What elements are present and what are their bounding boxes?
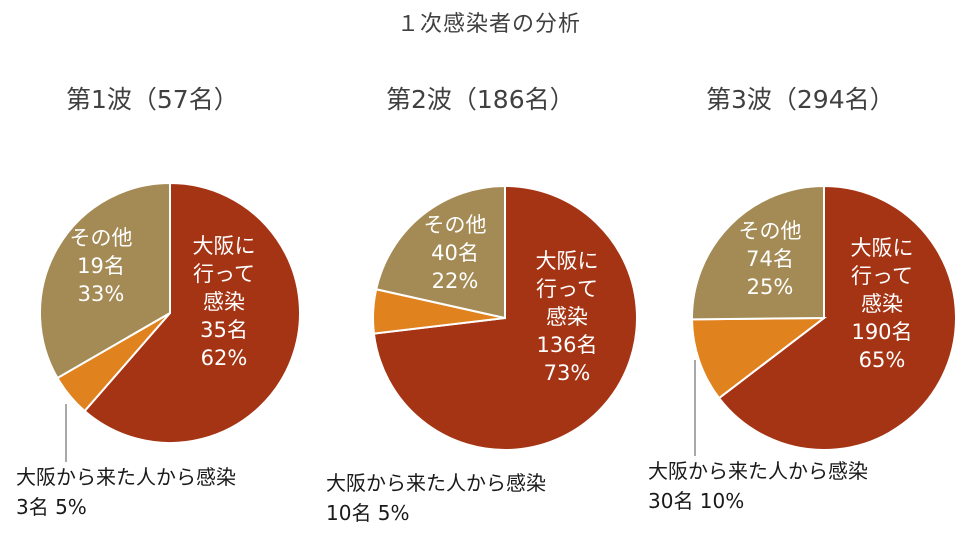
slice-label-line: 大阪に [851, 236, 914, 260]
slice-label-line: 行って [193, 262, 255, 286]
slice-label-line: 74名 [746, 247, 794, 271]
ext-label-wave-1: 大阪から来た人から感染 3名 5% [16, 462, 236, 522]
slice-label-other: その他 19名 33% [70, 226, 133, 306]
ext-label-value: 10名 5% [326, 501, 410, 525]
slice-label-line: 感染 [861, 292, 903, 316]
slice-label-line: 65% [859, 348, 906, 372]
slice-label-line: 25% [747, 275, 794, 299]
ext-label-category: 大阪から来た人から感染 [16, 465, 236, 489]
page-title: １次感染者の分析 [396, 12, 581, 37]
slice-label-line: 22% [432, 269, 479, 293]
ext-label-category: 大阪から来た人から感染 [648, 459, 868, 483]
ext-label-category: 大阪から来た人から感染 [326, 471, 546, 495]
slice-label-line: 19名 [77, 254, 125, 278]
ext-label-wave-2: 大阪から来た人から感染 10名 5% [326, 468, 546, 528]
slice-label-other: その他 40名 22% [424, 213, 487, 293]
slice-label-line: 73% [544, 361, 591, 385]
slice-other [691, 184, 825, 321]
slice-osaka-infected [83, 181, 301, 444]
slice-label-osaka-infected: 大阪に行って感染 136名 73% [536, 249, 599, 385]
slice-other [374, 184, 506, 320]
slice-label-line: 大阪に [193, 234, 256, 258]
slice-label-line: 62% [201, 346, 248, 370]
chart-title-wave-3: 第3波（294名） [706, 85, 895, 114]
slice-osaka-infected [717, 184, 957, 451]
slice-label-line: 行って [851, 264, 913, 288]
slice-label-osaka-infected: 大阪に行って感染 35名 62% [193, 234, 256, 370]
slice-label-line: 行って [536, 277, 598, 301]
pie-chart-wave-3: 大阪に行って感染 190名 65% その他 74名 25% [690, 184, 957, 456]
ext-label-value: 30名 10% [648, 489, 745, 513]
slice-label-line: 40名 [431, 241, 479, 265]
slice-label-line: 35名 [200, 318, 248, 342]
slice-label-line: その他 [739, 219, 802, 243]
pie-chart-wave-2: 大阪に行って感染 136名 73% その他 40名 22% [372, 184, 638, 451]
slice-label-line: 190名 [851, 320, 912, 344]
slice-label-line: その他 [424, 213, 487, 237]
slice-label-osaka-infected: 大阪に行って感染 190名 65% [851, 236, 914, 372]
ext-label-value: 3名 5% [16, 495, 87, 519]
chart-title-wave-1: 第1波（57名） [66, 85, 239, 114]
slice-label-other: その他 74名 25% [739, 219, 802, 299]
slice-label-line: 大阪に [536, 249, 599, 273]
slice-label-line: 136名 [536, 333, 597, 357]
slice-label-line: 33% [78, 282, 125, 306]
slice-label-line: 感染 [546, 305, 588, 329]
slice-other [39, 181, 171, 380]
chart-title-wave-2: 第2波（186名） [386, 85, 575, 114]
slice-label-line: 感染 [203, 290, 245, 314]
pie-chart-wave-1: 大阪に行って感染 35名 62% その他 19名 33% [39, 181, 301, 462]
slice-label-line: その他 [70, 226, 133, 250]
slice-from-osaka-person [690, 316, 828, 400]
ext-label-wave-3: 大阪から来た人から感染 30名 10% [648, 456, 868, 516]
